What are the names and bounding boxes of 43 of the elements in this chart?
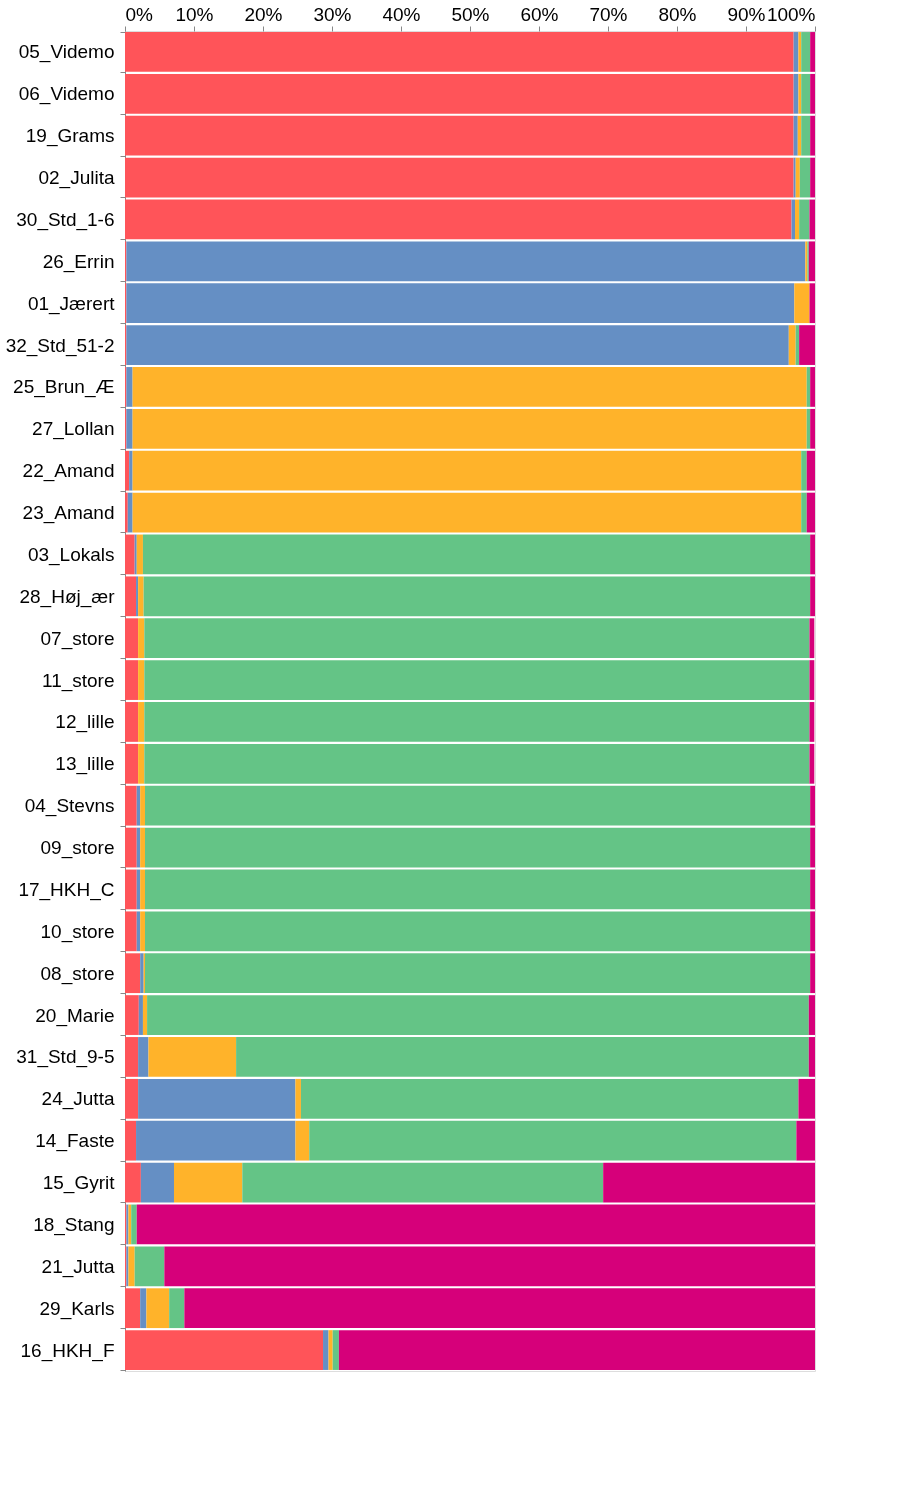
y-tick-label: 29_Karls [39, 1297, 115, 1320]
y-tick-label: 01_Jærert [27, 292, 116, 315]
y-tick-label: 32_Std_51-2 [5, 334, 115, 357]
x-tick-label: 80% [658, 3, 697, 25]
y-tick-label: 14_Faste [35, 1130, 115, 1153]
x-tick-label: 30% [313, 3, 352, 25]
y-tick-label: 19_Grams [25, 125, 115, 148]
y-tick-label: 28_Høj_ær [19, 585, 116, 608]
y-tick-label: 09_store [40, 837, 115, 860]
y-tick-label: 05_Videmo [18, 41, 115, 64]
y-tick-label: 26_Errin [42, 250, 115, 273]
y-tick-label: 15_Gyrit [42, 1172, 116, 1195]
y-tick-label: 17_HKH_C [18, 878, 115, 901]
x-tick-label: 10% [175, 3, 214, 25]
x-tick-label: 50% [451, 3, 490, 25]
y-tick-label: 27_Lollan [32, 418, 115, 441]
y-tick-label: 30_Std_1-6 [16, 208, 115, 231]
y-tick-label: 10_store [40, 920, 115, 943]
y-tick-label: 03_Lokals [27, 543, 115, 566]
y-tick-label: 16_HKH_F [20, 1339, 115, 1362]
x-tick-label: 100% [766, 3, 816, 25]
y-tick-label: 08_store [40, 962, 115, 985]
y-tick-label: 06_Videmo [18, 83, 115, 106]
y-tick-label: 21_Jutta [41, 1255, 115, 1278]
x-tick-label: 70% [589, 3, 628, 25]
y-tick-label: 23_Amand [22, 502, 115, 525]
x-tick-label: 90% [727, 3, 766, 25]
y-tick-label: 18_Stang [33, 1213, 115, 1236]
x-tick-label: 40% [382, 3, 421, 25]
x-tick-label: 60% [520, 3, 559, 25]
x-tick-label: 20% [244, 3, 283, 25]
y-tick-label: 02_Julita [38, 167, 115, 190]
x-tick-label: 0% [125, 3, 154, 25]
y-tick-label: 13_lille [55, 753, 115, 776]
y-tick-label: 04_Stevns [24, 795, 115, 818]
y-tick-label: 20_Marie [35, 1004, 115, 1027]
y-tick-label: 31_Std_9-5 [16, 1046, 115, 1069]
y-tick-label: 07_store [40, 627, 115, 650]
y-tick-label: 24_Jutta [41, 1088, 115, 1111]
y-tick-label: 25_Brun_Æ [13, 376, 115, 399]
y-tick-label: 11_store [41, 669, 115, 692]
y-tick-label: 22_Amand [22, 460, 115, 483]
y-tick-label: 12_lille [55, 711, 115, 734]
